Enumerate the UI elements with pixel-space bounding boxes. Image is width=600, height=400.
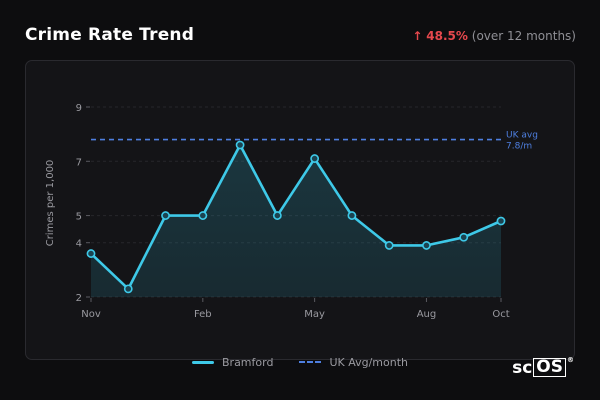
x-tick-label: Aug	[417, 309, 437, 320]
change-note: (over 12 months)	[471, 29, 576, 43]
y-tick-label: 2	[76, 293, 82, 304]
legend-swatch-solid	[192, 360, 214, 364]
data-point[interactable]	[422, 241, 431, 250]
series-points	[86, 140, 506, 294]
logo-prefix: sc	[512, 358, 533, 378]
data-point[interactable]	[86, 249, 96, 258]
change-summary: ↑ 48.5% (over 12 months)	[412, 29, 576, 43]
data-point[interactable]	[161, 211, 170, 220]
x-tick-label: Nov	[81, 309, 101, 320]
y-tick-label: 4	[76, 239, 82, 250]
x-tick-label: Feb	[194, 309, 212, 320]
change-percent: 48.5%	[426, 29, 468, 43]
y-tick-label: 9	[76, 103, 82, 114]
reference-label: UK avg	[506, 131, 538, 141]
legend-label-bramford: Bramford	[222, 355, 274, 369]
x-axis-ticks: Nov Feb May Aug Oct	[81, 298, 510, 320]
x-tick-label: May	[304, 309, 325, 320]
series-line-bramford	[90, 143, 502, 291]
reference-value-label: 7.8/m	[506, 142, 532, 152]
y-tick-label: 7	[76, 157, 82, 168]
y-axis-ticks: 2 4 5 7 9	[76, 103, 90, 304]
series-area-bramford	[91, 145, 501, 297]
legend-item-uk-avg[interactable]: UK Avg/month	[299, 356, 408, 369]
chart-legend: Bramford UK Avg/month	[0, 353, 600, 371]
data-point[interactable]	[459, 232, 469, 242]
data-point[interactable]	[384, 241, 394, 250]
legend-item-bramford[interactable]: Bramford	[192, 356, 273, 369]
registered-mark: ®	[567, 356, 574, 364]
x-tick-label: Oct	[492, 309, 509, 320]
trend-up-icon: ↑	[412, 29, 423, 43]
data-point[interactable]	[310, 154, 320, 163]
data-point[interactable]	[347, 211, 357, 220]
data-point[interactable]	[272, 211, 282, 220]
data-point[interactable]	[198, 211, 208, 220]
legend-label-uk-avg: UK Avg/month	[329, 355, 408, 369]
y-tick-label: 5	[76, 212, 82, 223]
legend-swatch-dashed	[299, 361, 322, 363]
y-axis-label: Crimes per 1,000	[45, 160, 56, 247]
data-point[interactable]	[123, 284, 133, 294]
scos-logo: sc OS ®	[512, 356, 574, 378]
chart-title: Crime Rate Trend	[25, 25, 195, 45]
data-point[interactable]	[235, 140, 245, 150]
logo-boxed: OS	[533, 358, 566, 377]
data-point[interactable]	[496, 216, 506, 226]
